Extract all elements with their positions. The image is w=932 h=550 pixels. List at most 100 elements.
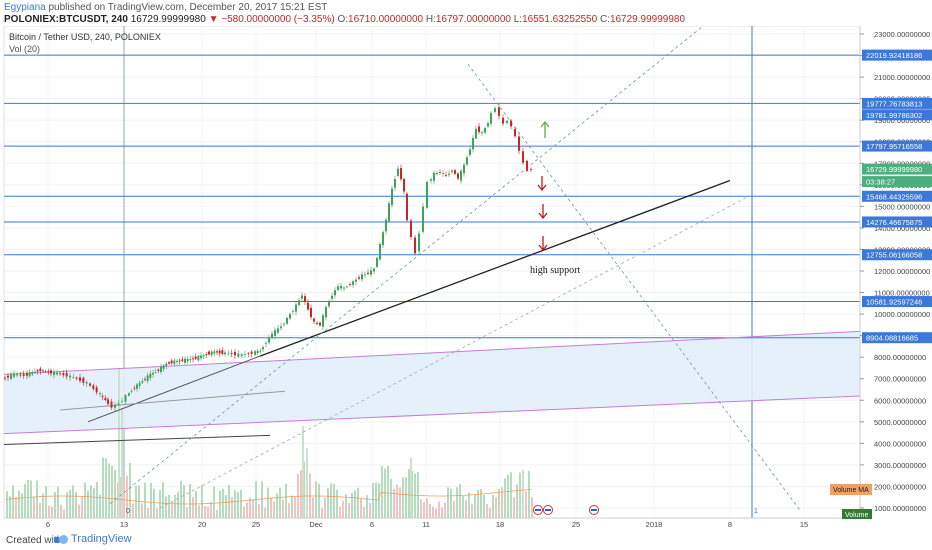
current-price-label: 16729.99999980 (866, 165, 922, 174)
arrow-head (537, 184, 547, 192)
volume-bar (429, 503, 431, 518)
time-axis[interactable]: 6 13 20 25 Dec 6 11 18 25 2018 8 15 (4, 517, 860, 528)
candle-body (370, 270, 372, 275)
volume-bar (528, 471, 530, 518)
candle-body (133, 387, 136, 389)
volume-bars (6, 368, 533, 518)
candle-body (274, 330, 276, 336)
open-label: O: (337, 14, 349, 25)
volume-bar (315, 481, 317, 518)
candle-body (247, 353, 250, 355)
candle-body (65, 372, 68, 377)
candle-body (85, 382, 88, 384)
candle-body (192, 358, 194, 360)
candle-body (328, 301, 330, 307)
candle-body (154, 372, 157, 373)
candle-body (518, 136, 520, 151)
candle-body (334, 290, 336, 296)
volume-bar (195, 491, 197, 518)
symbol-ohlc-bar: POLONIEX:BTCUSDT, 240 16729.99999980 ▼ −… (4, 14, 685, 25)
channel-upper-line (4, 330, 860, 375)
candle-body (16, 374, 18, 376)
candle-body (144, 378, 146, 380)
volume-ma-label-bg (830, 484, 872, 495)
candle-body (346, 286, 348, 288)
level-label: 19777.76783813 (866, 99, 922, 108)
candle-body (28, 372, 31, 377)
candle-body (391, 188, 393, 206)
candle-body (178, 360, 181, 362)
volume-bar (393, 488, 395, 518)
volume-bar (54, 492, 56, 518)
candle-body (289, 314, 291, 319)
volume-bar (402, 477, 404, 518)
volume-spike (522, 470, 524, 518)
down-arrow-icon (538, 236, 548, 252)
volume-bar (408, 469, 410, 518)
volume-bar (147, 507, 149, 518)
candle-body (205, 354, 208, 355)
volume-bar (348, 502, 350, 518)
tradingview-brand[interactable]: TradingView (54, 533, 132, 545)
volume-bar (60, 504, 62, 518)
candle-body (343, 287, 345, 289)
flag-event-stripe (591, 509, 597, 511)
volume-bar (96, 482, 98, 518)
candle-body (95, 387, 98, 393)
time-tick-label: 18 (496, 520, 504, 528)
volume-label: Volume (845, 512, 868, 519)
candle-body (107, 399, 109, 404)
volume-bar (423, 501, 425, 518)
candle-body (117, 403, 120, 406)
dashed-rising-line (109, 26, 704, 505)
candle-body (469, 149, 471, 155)
level-label: 15468.44325596 (866, 192, 922, 201)
volume-bar (108, 463, 110, 518)
volume-bar (84, 482, 86, 518)
volume-bar (387, 465, 389, 518)
candle-body (283, 323, 285, 325)
price-tick-label: 2000.00000000 (874, 482, 926, 491)
volume-bar (516, 484, 518, 518)
level-label-bg (862, 49, 932, 61)
candle-body (13, 373, 15, 377)
current-price-label-bg (862, 163, 932, 175)
volume-bar (252, 499, 254, 518)
candles (4, 104, 532, 412)
high-label: H: (425, 14, 436, 25)
volume-bar (336, 489, 338, 518)
volume-bar (24, 484, 26, 518)
volume-bar (135, 485, 137, 518)
candle-body (53, 371, 55, 375)
volume-bar (213, 486, 215, 518)
author-link[interactable]: Egypiana (4, 2, 46, 13)
volume-bar (201, 485, 203, 518)
candle-body (298, 300, 300, 305)
volume-spike (302, 426, 304, 518)
price-chart[interactable]: high support Bitcoin / Tether USD, 240, … (0, 26, 932, 528)
candle-body (355, 279, 357, 282)
volume-bar (513, 497, 515, 518)
candle-body (414, 237, 416, 254)
volume-bar (525, 491, 527, 518)
candle-body (221, 350, 224, 355)
candle-body (442, 173, 444, 174)
volume-bar (69, 489, 71, 518)
volume-bar (519, 472, 521, 518)
candle-body (410, 220, 412, 238)
volume-bar (441, 507, 443, 518)
volume-bar (132, 503, 134, 518)
price-tick-label: 8000.00000000 (874, 353, 926, 362)
time-tick-label: 20 (198, 520, 206, 528)
volume-bar (111, 465, 113, 518)
volume-bar (270, 497, 272, 518)
arrow-head (538, 244, 548, 252)
candle-body (250, 351, 253, 354)
volume-bar (189, 484, 191, 518)
volume-bar (6, 491, 8, 518)
candle-body (234, 352, 236, 356)
volume-bar (198, 505, 200, 518)
legend-vol: Vol (20) (9, 44, 40, 54)
high-value: 16797.00000000 (435, 14, 511, 25)
candle-body (208, 351, 210, 355)
